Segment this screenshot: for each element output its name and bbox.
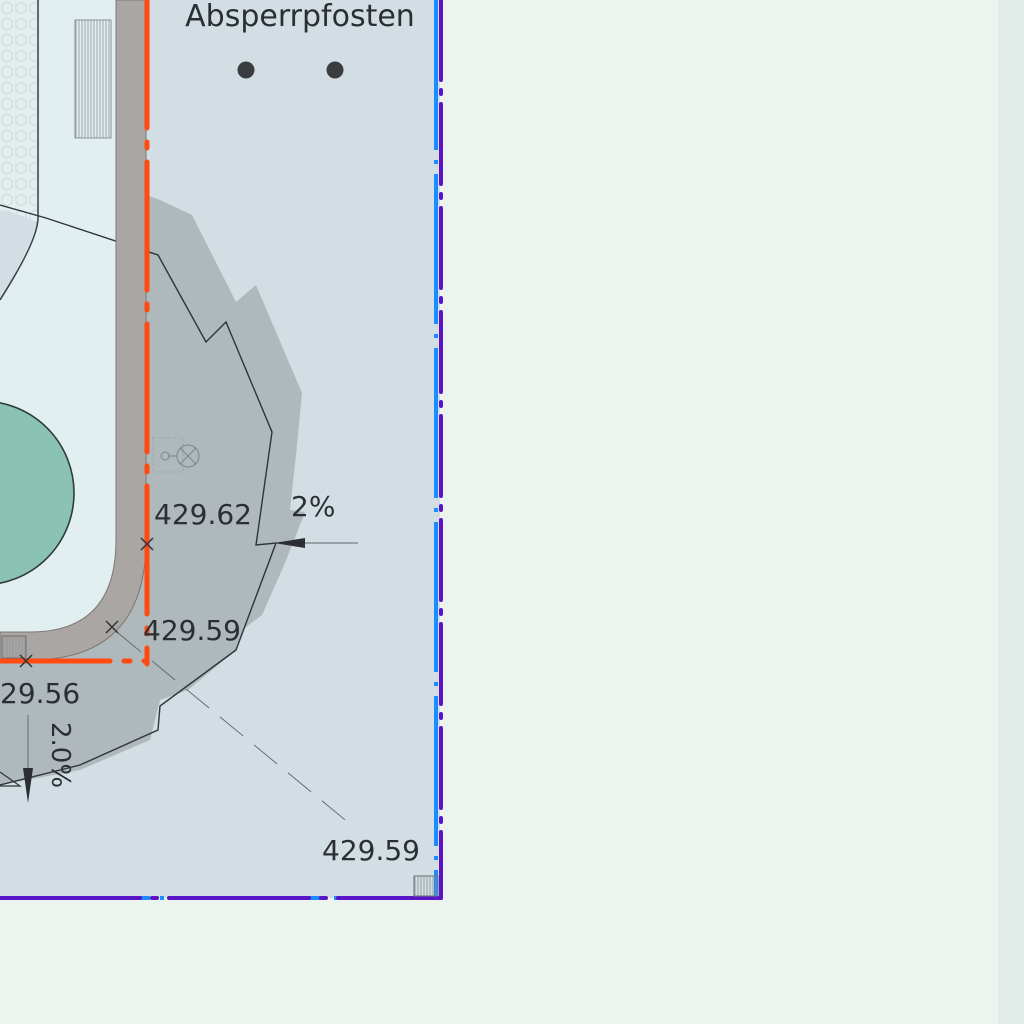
- cross-marker-icon: [140, 537, 154, 551]
- bollard-dot-icon: [326, 61, 344, 79]
- cross-marker-icon: [105, 620, 119, 634]
- light-fixture-icon: [152, 437, 200, 473]
- side-strip: [998, 0, 1024, 1024]
- drain-grate-icon: [74, 19, 112, 139]
- spot-height-2: 429.59: [143, 614, 241, 647]
- slope-arrow-down: [0, 715, 33, 803]
- drain-grate-icon: [413, 875, 439, 897]
- slope-label-1: 2%: [291, 490, 335, 523]
- bollard-dot-icon: [237, 61, 255, 79]
- path-shadow: [0, 0, 305, 785]
- spot-height-1: 429.62: [154, 498, 252, 531]
- slope-label-2: 2.0%: [45, 722, 75, 788]
- cross-marker-icon: [19, 654, 33, 668]
- drain-grate-icon: [1, 635, 27, 659]
- spot-height-4: 429.59: [322, 834, 420, 867]
- leader-line: [117, 632, 356, 829]
- spot-height-3: 29.56: [0, 677, 80, 710]
- slope-arrow-right: [274, 538, 358, 548]
- title-label: Absperrpfosten: [185, 0, 415, 34]
- path-outline: [0, 204, 278, 786]
